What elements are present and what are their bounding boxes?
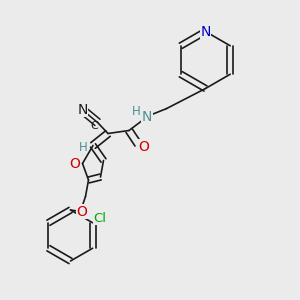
Text: O: O	[139, 140, 149, 154]
Text: H: H	[132, 105, 141, 118]
Text: H: H	[79, 141, 88, 154]
Text: O: O	[70, 157, 80, 170]
Text: Cl: Cl	[94, 212, 106, 225]
Text: O: O	[76, 205, 87, 218]
Text: N: N	[142, 110, 152, 124]
Text: N: N	[77, 103, 88, 116]
Text: C: C	[91, 121, 98, 131]
Text: N: N	[200, 25, 211, 38]
